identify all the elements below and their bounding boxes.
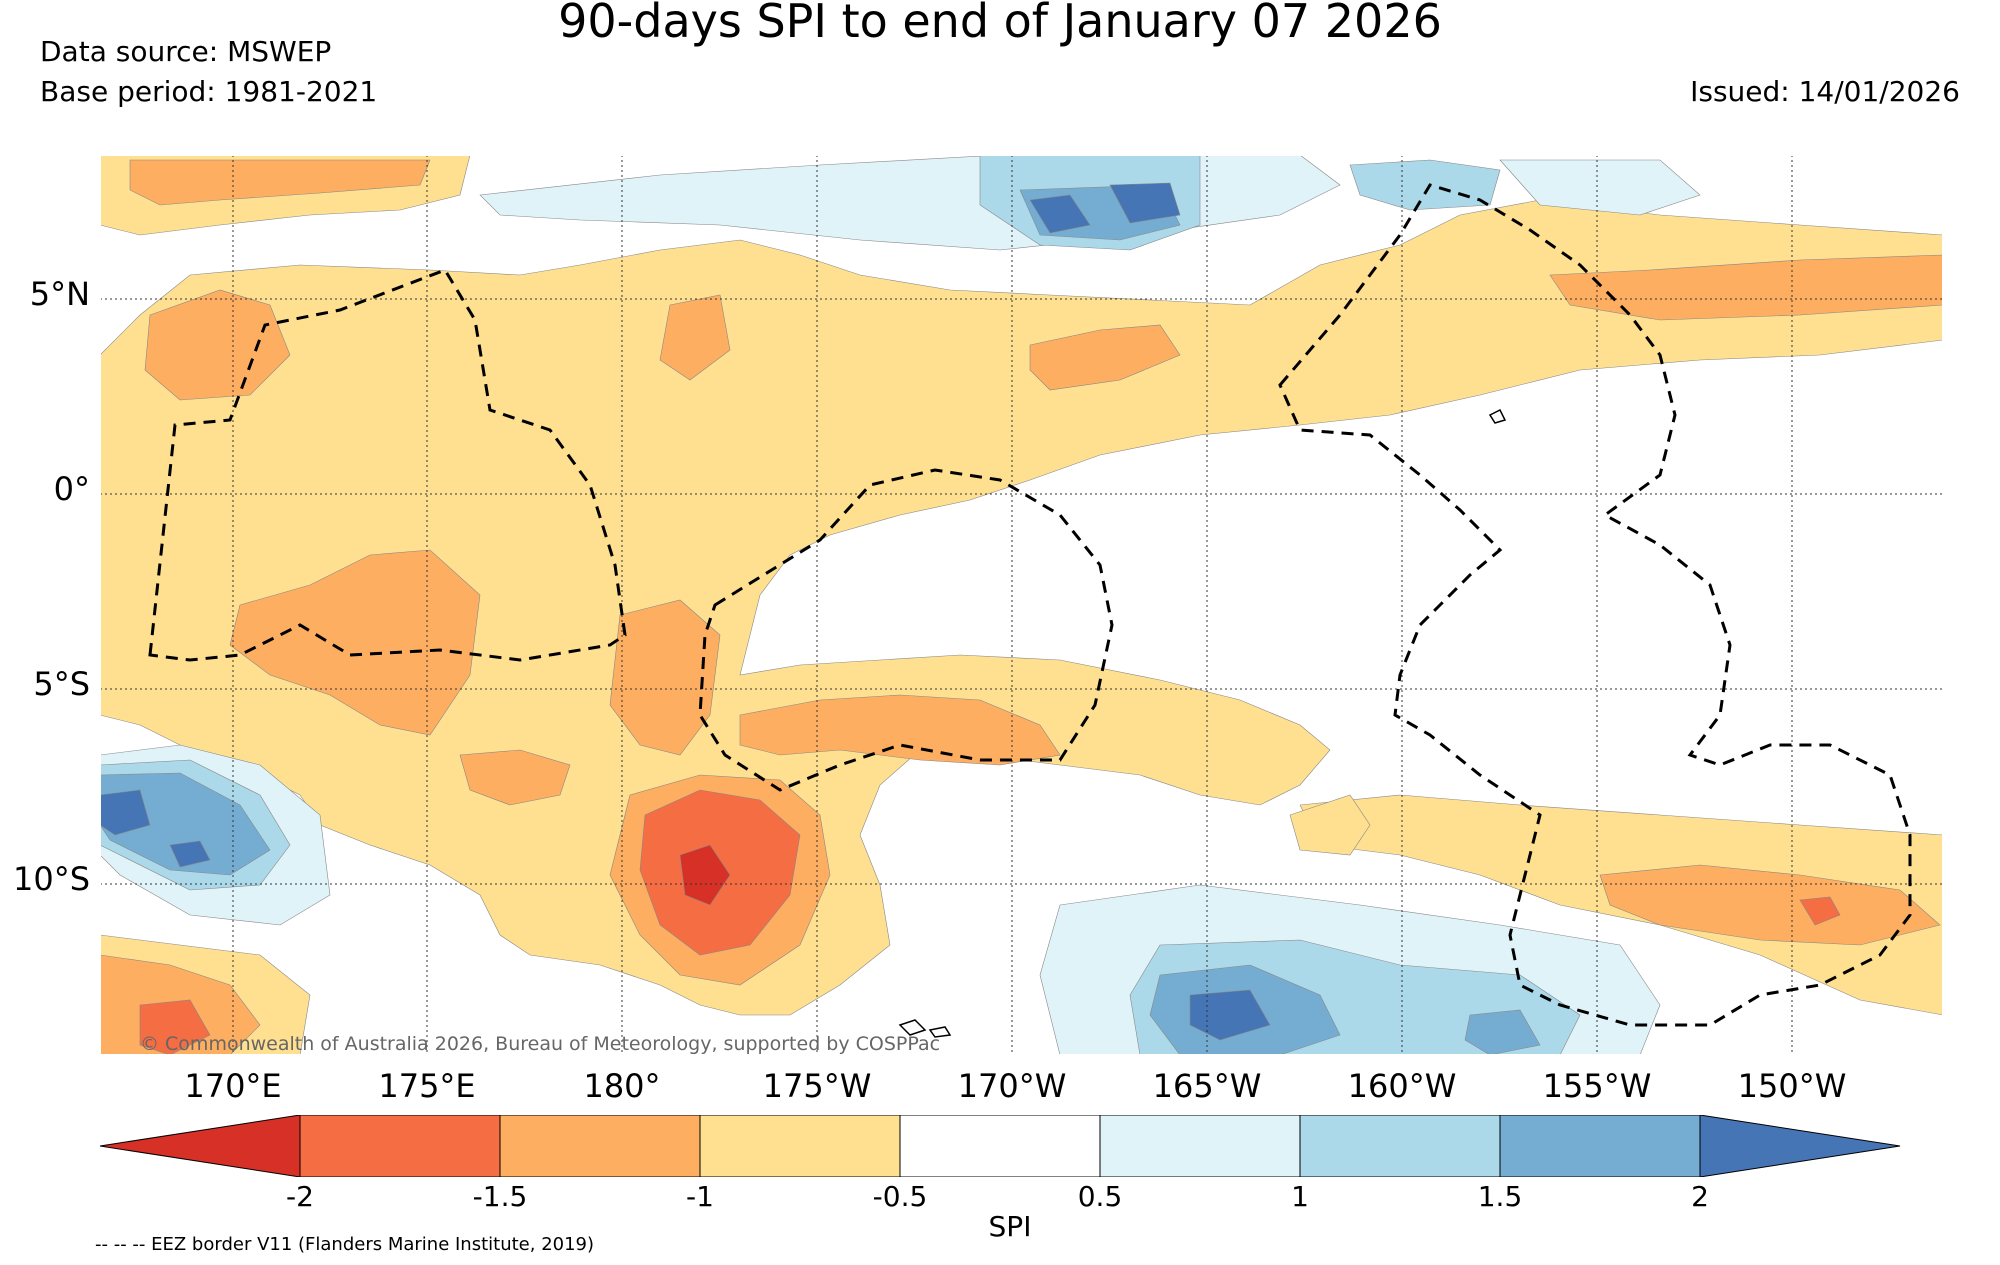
spi-very-dry-region [129,159,431,206]
colorbar-bin [699,1115,901,1177]
colorbar-tick: -2 [286,1180,314,1213]
map-gridlines [100,155,1943,1055]
colorbar-arrow-low [100,1115,301,1177]
colorbar-bin [499,1115,701,1177]
colorbar-tick: 0.5 [1077,1180,1123,1213]
eez-borders [148,183,1912,1027]
spi-very-dry-region [1549,254,1943,321]
colorbar-tick: 2 [1691,1180,1709,1213]
eez-border [1278,183,1912,1027]
lon-label-150w: 150°W [1737,1067,1847,1105]
spi-very-dry-region [459,749,571,806]
lat-label-5n: 5°N [29,275,90,313]
spi-very-dry-region [1599,864,1941,946]
spi-very-dry-region [1029,324,1181,391]
spi-moderately-wet-region [1499,159,1701,216]
colorbar-bin [299,1115,501,1177]
lat-label-5s: 5°S [33,665,90,703]
colorbar-tick: 1 [1291,1180,1309,1213]
lat-label-0: 0° [53,470,90,508]
spi-extremely-wet-region [169,840,211,868]
colorbar-tick: -0.5 [872,1180,928,1213]
spi-extremely-dry-region [139,999,211,1055]
colorbar-bin [1099,1115,1301,1177]
spi-extremely-wet-region [100,789,151,836]
lon-label-175w: 175°W [762,1067,872,1105]
lon-label-170e: 170°E [184,1067,282,1105]
lon-label-155w: 155°W [1542,1067,1652,1105]
lon-label-165w: 165°W [1152,1067,1262,1105]
colorbar-title: SPI [988,1210,1032,1243]
lon-label-160w: 160°W [1347,1067,1457,1105]
island [928,1026,952,1038]
spi-extremely-dry-region [1799,896,1841,926]
spi-extremely-wet-region [1189,989,1271,1041]
island [898,1019,927,1036]
data-source-label: Data source: MSWEP [40,35,332,68]
colorbar-tick: -1 [686,1180,714,1213]
lat-label-10s: 10°S [12,860,90,898]
base-period-label: Base period: 1981-2021 [40,75,378,108]
spi-severely-dry-core [679,844,731,906]
colorbar-tick: 1.5 [1477,1180,1523,1213]
island [1488,408,1507,424]
spi-dry-region [100,199,1943,1016]
lon-label-180: 180° [583,1067,661,1105]
map-title: 90-days SPI to end of January 07 2026 [558,0,1442,48]
colorbar-tick: -1.5 [472,1180,528,1213]
colorbar-bin [1499,1115,1701,1177]
spi-very-dry-region [659,294,731,381]
spi-extremely-wet-region [1109,182,1181,224]
colorbar-arrow-high [1699,1115,1901,1177]
colorbar-bin [899,1115,1101,1177]
spi-dry-region [1289,794,1371,856]
islands [898,408,1507,1038]
lon-label-175e: 175°E [378,1067,476,1105]
spi-colorbar [100,1115,1901,1177]
spi-very-dry-region [609,599,721,756]
spi-very-dry-region [229,549,481,736]
spi-extremely-wet-region [1029,194,1091,234]
spi-map [100,155,1943,1055]
colorbar-bin [1299,1115,1501,1177]
copyright-notice: © Commonwealth of Australia 2026, Bureau… [140,1033,941,1055]
eez-border [148,268,627,662]
spi-very-wet-region [1464,1009,1541,1055]
eez-legend-note: -- -- -- EEZ border V11 (Flanders Marine… [95,1234,595,1255]
lon-label-170w: 170°W [957,1067,1067,1105]
spi-wet-region [1349,159,1501,211]
issued-date-label: Issued: 14/01/2026 [1690,75,1960,108]
spi-very-dry-region [144,289,291,401]
